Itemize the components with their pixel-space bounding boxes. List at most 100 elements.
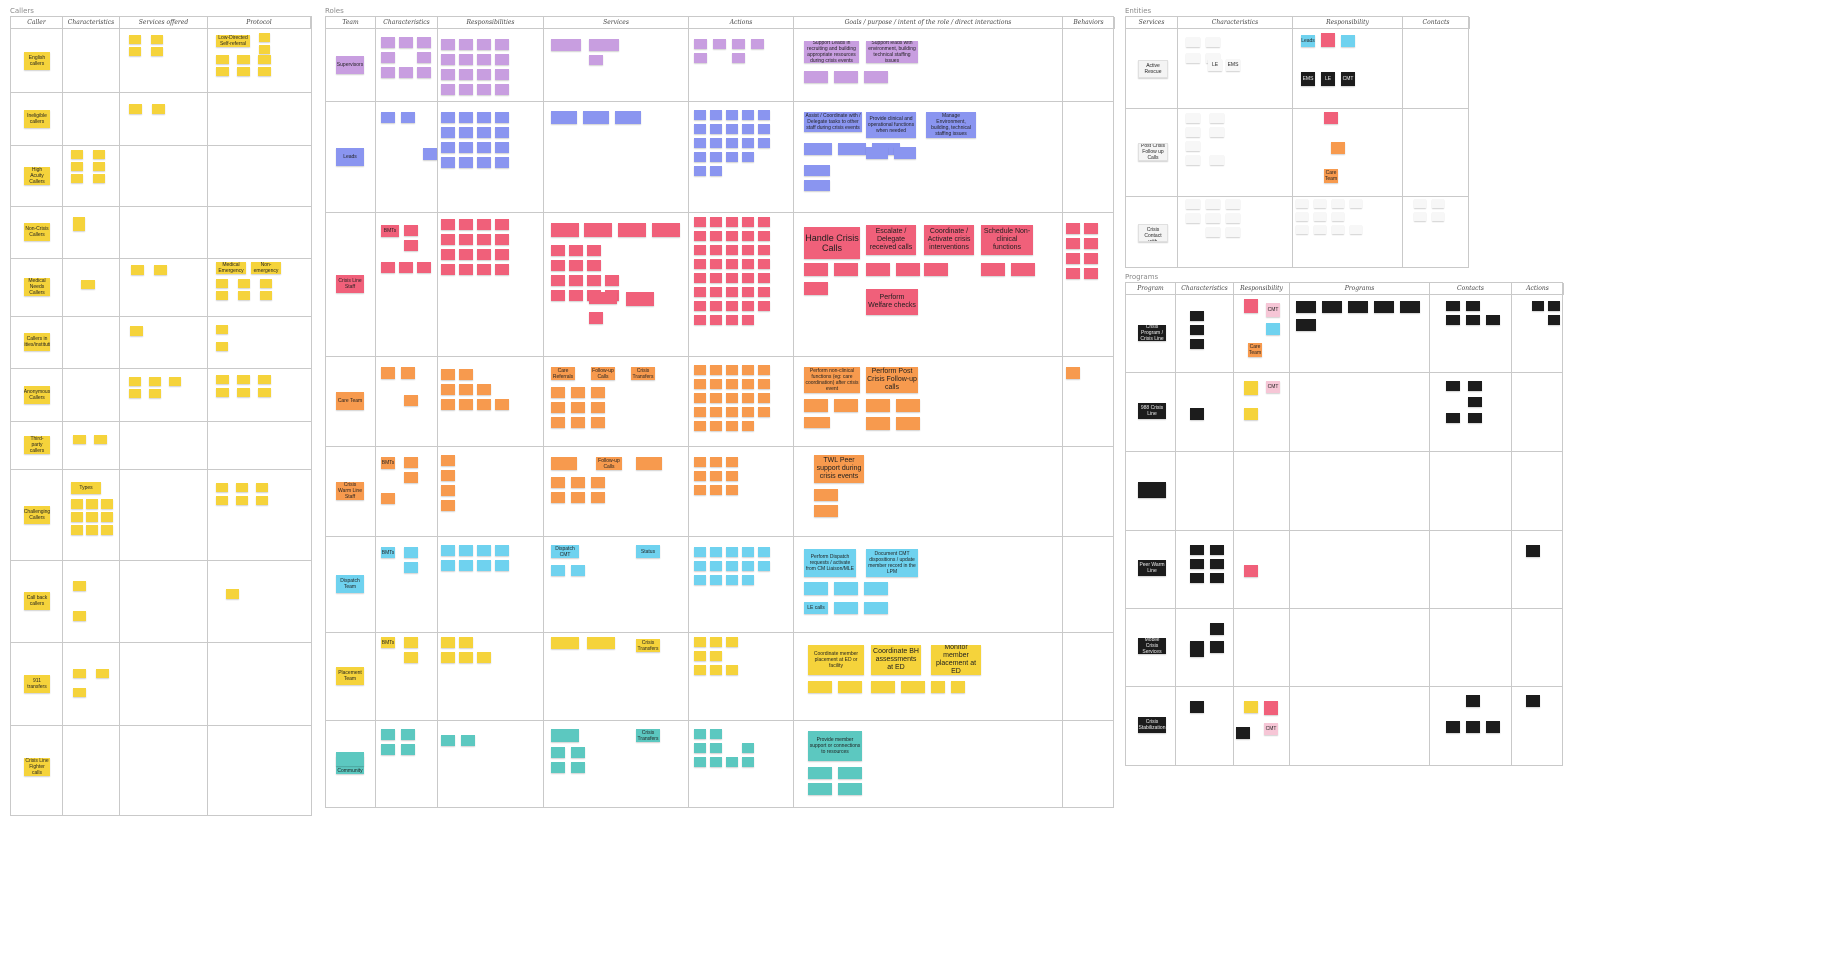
sticky-note[interactable]: [73, 435, 86, 444]
sticky-note[interactable]: [742, 301, 754, 311]
sticky-note[interactable]: [477, 545, 491, 556]
sticky-note[interactable]: [441, 384, 455, 395]
sticky-note[interactable]: [459, 560, 473, 571]
sticky-note[interactable]: [1210, 573, 1224, 583]
sticky-note[interactable]: [129, 35, 141, 44]
sticky-note[interactable]: [423, 148, 437, 160]
sticky-note[interactable]: [477, 69, 491, 80]
sticky-note[interactable]: [459, 545, 473, 556]
sticky-note[interactable]: Perform Post Crisis Follow-up calls: [866, 367, 918, 393]
sticky-note[interactable]: Status: [636, 545, 660, 558]
sticky-note[interactable]: [710, 152, 722, 162]
sticky-note[interactable]: [694, 287, 706, 297]
sticky-note[interactable]: [726, 757, 738, 767]
sticky-note[interactable]: [1466, 301, 1480, 311]
sticky-note[interactable]: [1084, 268, 1098, 279]
sticky-note[interactable]: [804, 143, 832, 155]
sticky-note[interactable]: [726, 138, 738, 148]
sticky-note[interactable]: [742, 273, 754, 283]
sticky-note[interactable]: [226, 589, 239, 599]
sticky-note[interactable]: Crisis Transfers: [636, 639, 660, 652]
sticky-note[interactable]: [1066, 223, 1080, 234]
sticky-note[interactable]: [149, 389, 161, 398]
sticky-note[interactable]: [742, 259, 754, 269]
sticky-note[interactable]: [477, 652, 491, 663]
sticky-note[interactable]: [896, 263, 920, 276]
sticky-note[interactable]: [441, 652, 455, 663]
sticky-note[interactable]: [441, 399, 455, 410]
sticky-note[interactable]: [751, 39, 764, 49]
sticky-note[interactable]: [216, 388, 229, 397]
sticky-note[interactable]: Crisis Line Staff: [336, 275, 364, 293]
sticky-note[interactable]: Crisis Stabilization: [1138, 716, 1166, 733]
sticky-note[interactable]: [615, 111, 641, 124]
sticky-note[interactable]: [1244, 701, 1258, 713]
sticky-note[interactable]: [477, 249, 491, 260]
sticky-note[interactable]: Non-emergency: [251, 262, 281, 274]
sticky-note[interactable]: Perform non-clinical functions (eg: care…: [804, 367, 860, 393]
sticky-note[interactable]: Assist / Coordinate with / Delegate task…: [804, 112, 862, 132]
sticky-note[interactable]: [710, 575, 722, 585]
sticky-note[interactable]: [401, 744, 415, 755]
sticky-note[interactable]: [804, 71, 828, 83]
sticky-note[interactable]: [551, 111, 577, 124]
sticky-note[interactable]: [1548, 315, 1560, 325]
sticky-note[interactable]: [417, 52, 431, 63]
sticky-note[interactable]: [710, 166, 722, 176]
sticky-note[interactable]: [216, 342, 228, 351]
sticky-note[interactable]: [758, 379, 770, 389]
sticky-note[interactable]: [404, 457, 418, 468]
sticky-note[interactable]: Challenging Callers: [24, 505, 50, 524]
sticky-note[interactable]: Follow-up Calls: [591, 367, 615, 380]
sticky-note[interactable]: [459, 637, 473, 648]
sticky-note[interactable]: [710, 259, 722, 269]
sticky-note[interactable]: LE calls: [804, 602, 828, 614]
sticky-note[interactable]: Coordinate BH assessments at ED: [871, 645, 921, 675]
sticky-note[interactable]: [583, 111, 609, 124]
sticky-note[interactable]: [381, 744, 395, 755]
sticky-note[interactable]: [726, 231, 738, 241]
sticky-note[interactable]: [710, 231, 722, 241]
sticky-note[interactable]: [726, 259, 738, 269]
sticky-note[interactable]: [1206, 199, 1220, 209]
sticky-note[interactable]: [459, 249, 473, 260]
sticky-note[interactable]: [441, 560, 455, 571]
sticky-note[interactable]: [258, 388, 271, 397]
sticky-note[interactable]: [726, 379, 738, 389]
sticky-note[interactable]: [441, 637, 455, 648]
sticky-note[interactable]: [258, 67, 271, 76]
sticky-note[interactable]: [1190, 325, 1204, 335]
sticky-note[interactable]: [1244, 299, 1258, 313]
sticky-note[interactable]: [216, 496, 228, 505]
sticky-note[interactable]: [591, 477, 605, 488]
sticky-note[interactable]: [1210, 113, 1224, 123]
sticky-note[interactable]: [551, 245, 565, 256]
sticky-note[interactable]: [694, 421, 706, 431]
sticky-note[interactable]: [758, 561, 770, 571]
sticky-note[interactable]: EMS: [1226, 59, 1240, 71]
sticky-note[interactable]: LE: [1321, 72, 1335, 86]
sticky-note[interactable]: [1266, 323, 1280, 335]
sticky-note[interactable]: [742, 110, 754, 120]
sticky-note[interactable]: [495, 84, 509, 95]
sticky-note[interactable]: [86, 525, 98, 535]
sticky-note[interactable]: [1466, 695, 1480, 707]
sticky-note[interactable]: [1314, 225, 1326, 234]
sticky-note[interactable]: [726, 421, 738, 431]
sticky-note[interactable]: [896, 399, 920, 412]
sticky-note[interactable]: [834, 582, 858, 595]
sticky-note[interactable]: [710, 729, 722, 739]
sticky-note[interactable]: [1084, 238, 1098, 249]
sticky-note[interactable]: [1526, 545, 1540, 557]
sticky-note[interactable]: [742, 124, 754, 134]
sticky-note[interactable]: [726, 301, 738, 311]
sticky-note[interactable]: [742, 217, 754, 227]
sticky-note[interactable]: [1350, 225, 1362, 234]
sticky-note[interactable]: [866, 399, 890, 412]
sticky-note[interactable]: [694, 637, 706, 647]
sticky-note[interactable]: [808, 767, 832, 779]
sticky-note[interactable]: [216, 375, 229, 384]
sticky-note[interactable]: [441, 264, 455, 275]
sticky-note[interactable]: [237, 55, 250, 64]
sticky-note[interactable]: [1210, 155, 1224, 165]
